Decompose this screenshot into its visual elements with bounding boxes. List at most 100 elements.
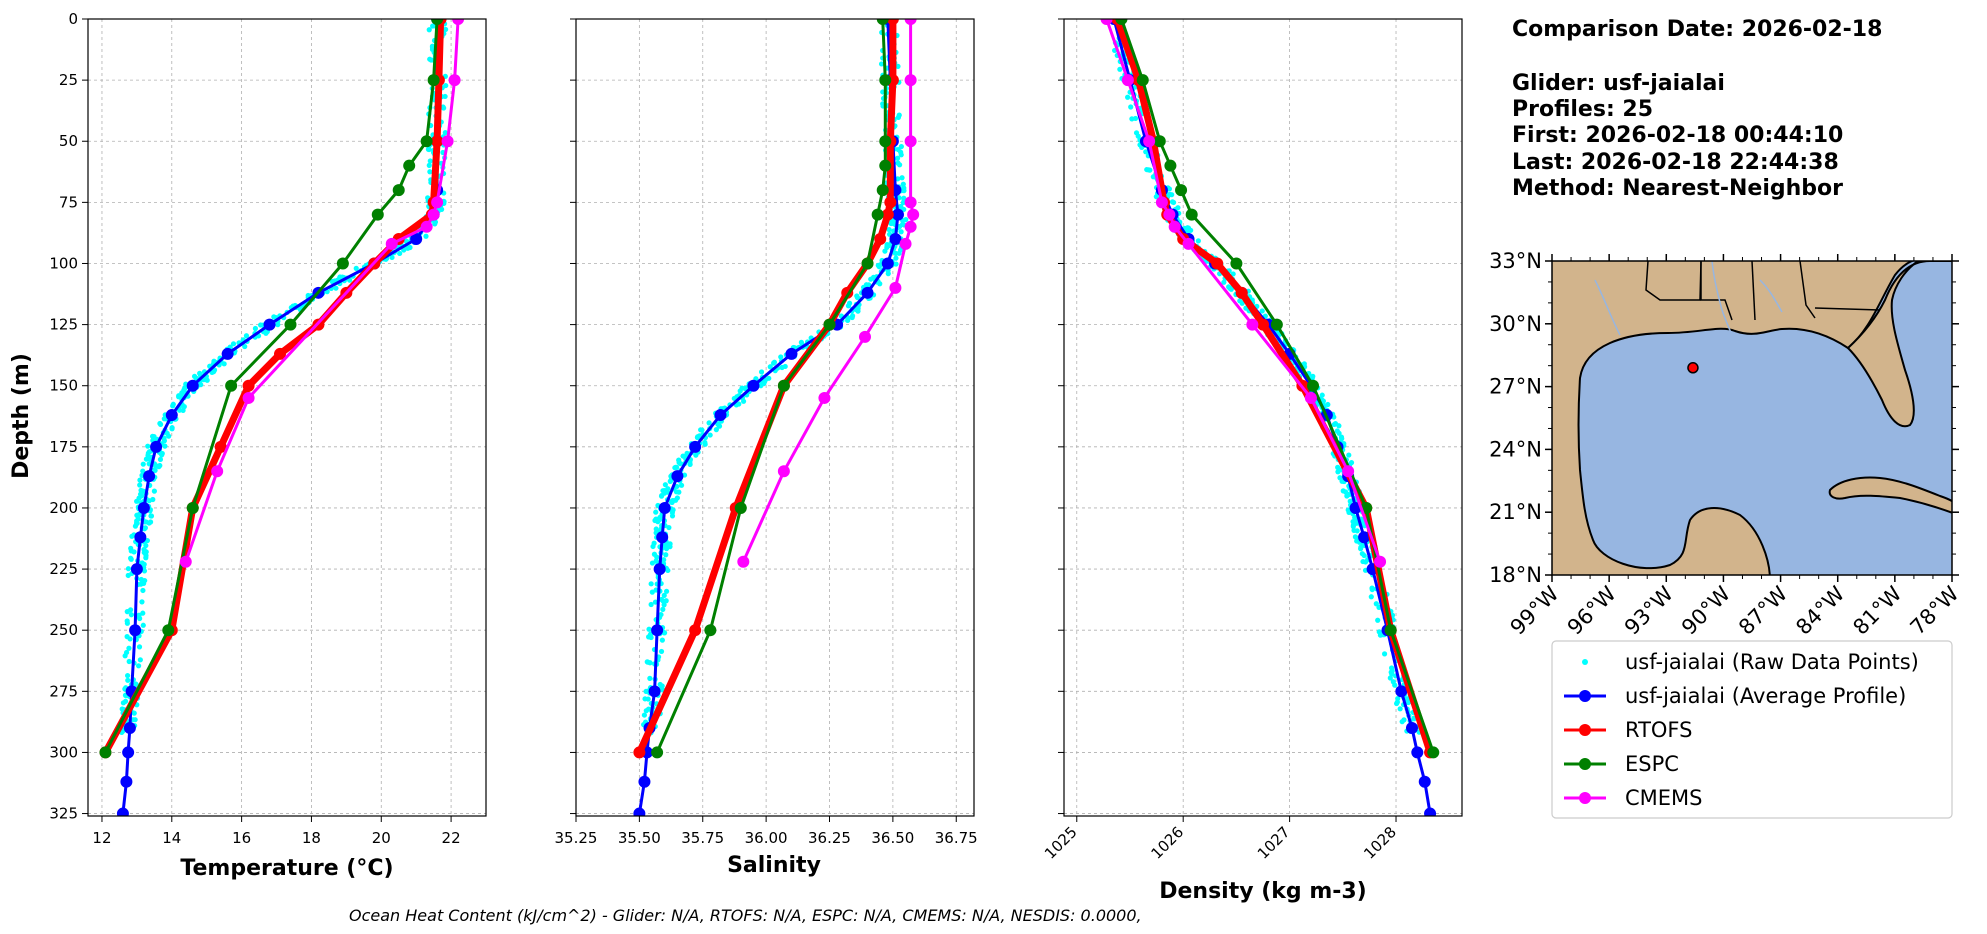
espc-point: [336, 257, 349, 270]
map-lon-label: 78°W: [1906, 581, 1964, 639]
cmems-point: [904, 220, 917, 233]
cmems-point: [904, 135, 917, 148]
glider-point: [656, 531, 669, 544]
raw-data-point: [778, 354, 784, 360]
cmems-point: [1155, 196, 1168, 209]
y-tick-label: 125: [49, 316, 78, 334]
y-tick-label: 175: [49, 438, 78, 456]
espc-point: [1427, 746, 1440, 759]
y-tick-label: 200: [49, 499, 78, 517]
raw-data-point: [427, 169, 433, 175]
raw-data-point: [125, 566, 132, 572]
raw-data-point: [198, 382, 204, 388]
glider-point: [410, 233, 423, 246]
raw-data-point: [429, 45, 436, 51]
glider-point: [120, 775, 133, 788]
raw-data-point: [648, 581, 654, 587]
raw-data-point: [647, 675, 653, 681]
profile-count: Profiles: 25: [1512, 97, 1653, 122]
axes-frame: [1063, 18, 1463, 817]
espc-point: [861, 257, 874, 270]
glider-point: [263, 318, 276, 331]
espc-point: [823, 318, 836, 331]
glider-point: [861, 286, 874, 299]
raw-data-point: [126, 645, 132, 651]
first-profile-time: First: 2026-02-18 00:44:10: [1512, 123, 1843, 148]
raw-data-point: [127, 636, 133, 642]
espc-series: [1115, 19, 1440, 759]
glider-point: [1358, 531, 1371, 544]
glider-point: [130, 563, 143, 576]
espc-point: [162, 624, 175, 637]
raw-data-point: [137, 657, 143, 663]
raw-data-point: [1359, 551, 1365, 557]
raw-data-point: [230, 341, 237, 347]
raw-data-point: [1195, 238, 1201, 244]
glider-point: [633, 807, 646, 816]
cmems-line: [184, 19, 460, 563]
raw-data-point: [646, 626, 652, 632]
raw-data-point: [137, 477, 143, 483]
raw-data-point: [1387, 675, 1393, 681]
map-lat-label: 27°N: [1489, 375, 1542, 399]
raw-data-point: [888, 220, 894, 226]
glider-point: [785, 347, 798, 360]
espc-point: [777, 379, 790, 392]
espc-point: [871, 208, 884, 221]
y-tick-label: 325: [49, 805, 78, 823]
raw-data-point: [771, 359, 778, 365]
raw-data-point: [140, 468, 146, 474]
raw-data-point: [898, 229, 904, 235]
raw-data-point: [1226, 284, 1232, 290]
rtofs-point: [1257, 318, 1269, 331]
raw-data-point: [1399, 719, 1405, 725]
raw-data-point: [663, 552, 669, 558]
glider-point: [123, 721, 136, 734]
espc-point: [1230, 257, 1243, 270]
raw-data-point: [661, 630, 668, 636]
raw-data-point: [658, 611, 664, 618]
glider-point: [143, 470, 156, 483]
salinity-axis-label: Salinity: [727, 853, 821, 878]
raw-data-point: [900, 199, 906, 206]
raw-data-point: [641, 712, 647, 718]
raw-data-point: [663, 588, 670, 594]
glider-point: [638, 775, 651, 788]
density-panel: 1025 1026 1027 1028: [1041, 18, 1463, 863]
raw-data-point: [649, 560, 656, 566]
raw-data-point: [687, 461, 693, 467]
map-lat-label: 18°N: [1489, 563, 1542, 587]
espc-point: [420, 135, 433, 148]
map-lon-label: 99°W: [1506, 581, 1564, 639]
rtofs-point: [242, 379, 255, 392]
legend: usf-jaialai (Raw Data Points) usf-jaialai…: [1551, 640, 1953, 819]
axes-frame: [575, 18, 975, 817]
raw-data-point: [128, 612, 134, 618]
map-lon-label: 96°W: [1563, 581, 1621, 639]
raw-data-point: [143, 542, 149, 549]
raw-data-point: [133, 681, 139, 687]
espc-line: [104, 19, 439, 754]
glider-point: [1395, 685, 1408, 698]
cmems-point: [858, 330, 871, 343]
raw-data-point: [1358, 546, 1364, 552]
cmems-point: [1163, 208, 1176, 221]
espc-point: [431, 19, 444, 25]
raw-data-point: [1336, 423, 1342, 429]
temperature-panel: 12 14 16 18 20 22 0 25 50 75 100 125 150 175 200 225 250…: [49, 10, 487, 847]
y-tick-label: 100: [49, 254, 78, 272]
cmems-point: [1374, 555, 1387, 568]
raw-data-point: [407, 244, 413, 251]
method: Method: Nearest-Neighbor: [1512, 176, 1843, 201]
raw-data-point: [884, 242, 890, 248]
map-lat-label: 24°N: [1489, 437, 1542, 461]
raw-data-point: [674, 495, 680, 501]
raw-data-point: [1397, 706, 1403, 712]
raw-data-point: [875, 262, 881, 268]
legend-item: usf-jaialai (Average Profile): [1564, 684, 1906, 708]
raw-data-point: [1390, 679, 1396, 685]
espc-point: [879, 159, 892, 172]
cmems-point: [1121, 74, 1134, 87]
raw-data-point: [678, 482, 685, 488]
glider-point: [137, 501, 150, 514]
